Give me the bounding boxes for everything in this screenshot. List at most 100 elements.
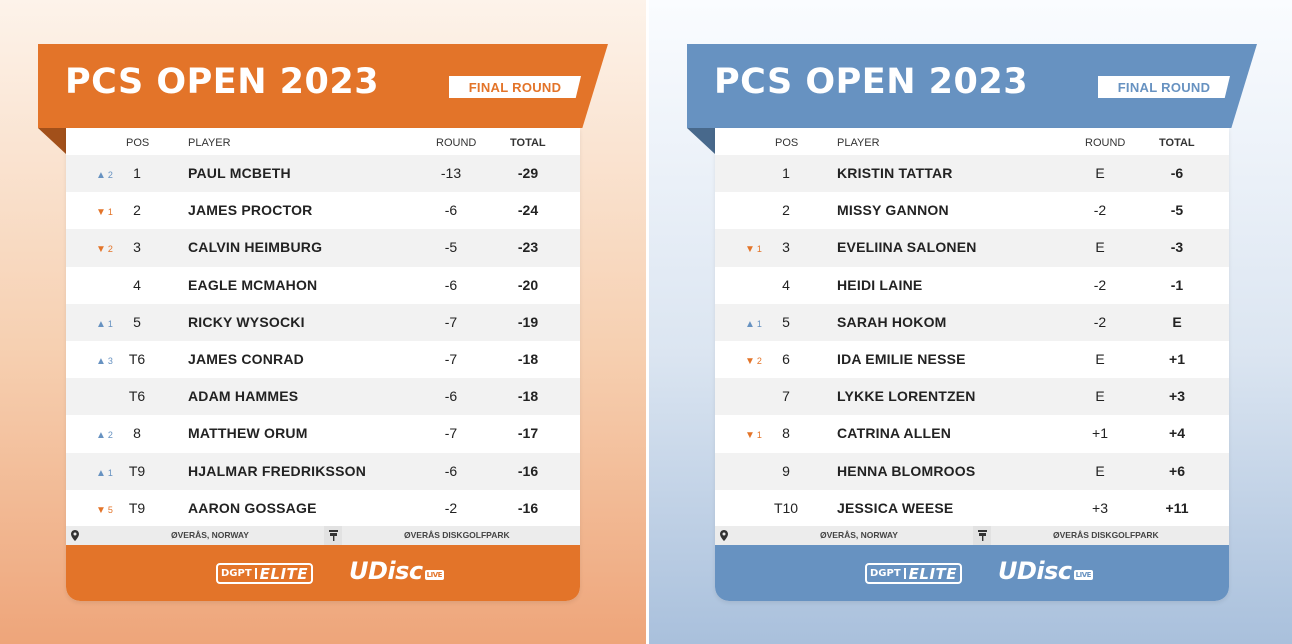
position-change: ▼ 1 [745, 242, 767, 257]
position-change: ▲ 1 [96, 317, 118, 332]
total-score: -29 [517, 165, 539, 181]
round-score: E [1095, 388, 1105, 405]
triangle-down-icon: ▼ [745, 430, 755, 442]
total-score: +3 [1169, 388, 1185, 405]
position-cell: 5 [133, 313, 141, 330]
round-score: -2 [1093, 313, 1107, 330]
total-score: +11 [1165, 499, 1189, 516]
dgpt-elite-logo: DGPT ELITE [216, 563, 314, 584]
triangle-up-icon: ▲ [96, 355, 106, 367]
position-cell: T9 [128, 499, 146, 516]
location-bar: ØVERÅS, NORWAY ØVERÅS DISKGOLFPARK [715, 526, 1229, 545]
round-score: -6 [444, 388, 458, 405]
table-body: 1 KRISTIN TATTAR E -6 2 MISSY GANNON -2 -5 ▼ 1 3 EV… [715, 155, 1229, 527]
position-change: ▼ 5 [96, 503, 118, 518]
table-row: ▲ 2 8 MATTHEW ORUM -7 -17 [66, 415, 580, 452]
round-score: E [1095, 165, 1105, 181]
table-row: ▼ 2 3 CALVIN HEIMBURG -5 -23 [66, 229, 580, 267]
position-cell: T10 [773, 499, 799, 516]
total-score: -18 [517, 388, 539, 405]
position-cell: 7 [782, 388, 790, 405]
triangle-up-icon: ▲ [745, 318, 755, 330]
position-cell: 9 [782, 462, 790, 479]
player-name: JAMES PROCTOR [188, 202, 313, 219]
round-score: -7 [444, 350, 458, 367]
total-score: -17 [517, 425, 539, 442]
player-name: HJALMAR FREDRIKSSON [188, 462, 367, 479]
header-pos: POS [126, 137, 150, 149]
player-name: LYKKE LORENTZEN [837, 388, 976, 405]
triangle-down-icon: ▼ [745, 244, 755, 256]
table-row: ▲ 1 5 RICKY WYSOCKI -7 -19 [66, 303, 580, 341]
player-name: JAMES CONRAD [188, 350, 304, 367]
location-text: ØVERÅS, NORWAY [171, 530, 249, 540]
table-row: ▲ 1 5 SARAH HOKOM -2 E [715, 303, 1229, 341]
table-body: ▲ 2 1 PAUL MCBETH -13 -29 ▼ 1 2 JAMES PROCTOR -6 -2… [66, 155, 580, 527]
position-change: ▲ 2 [96, 168, 118, 183]
table-row: T6 ADAM HAMMES -6 -18 [66, 378, 580, 416]
position-change: ▼ 1 [96, 205, 118, 220]
map-pin-icon [66, 526, 84, 545]
banner-fold [38, 128, 66, 154]
table-row: 4 HEIDI LAINE -2 -1 [715, 267, 1229, 304]
player-name: AARON GOSSAGE [188, 499, 317, 516]
player-name: MISSY GANNON [837, 202, 949, 219]
women-leaderboard-panel: PCS OPEN 2023 FINAL ROUND POS PLAYER ROU… [646, 0, 1292, 644]
round-score: E [1095, 462, 1105, 479]
table-row: 2 MISSY GANNON -2 -5 [715, 192, 1229, 229]
table-row: 1 KRISTIN TATTAR E -6 [715, 155, 1229, 193]
position-change-value: 2 [107, 170, 113, 180]
position-cell: 2 [782, 202, 790, 219]
player-name: EAGLE MCMAHON [188, 276, 318, 293]
course-text: ØVERÅS DISKGOLFPARK [1053, 530, 1159, 540]
header-total: TOTAL [510, 137, 546, 149]
position-cell: 2 [133, 202, 141, 219]
player-name: ADAM HAMMES [188, 388, 299, 405]
header-pos: POS [775, 137, 799, 149]
header-round: ROUND [436, 137, 477, 149]
course-text: ØVERÅS DISKGOLFPARK [404, 530, 510, 540]
total-score: E [1172, 313, 1182, 330]
position-change: ▼ 2 [96, 242, 118, 257]
position-cell: 3 [782, 239, 790, 256]
triangle-down-icon: ▼ [96, 244, 106, 256]
table-row: T10 JESSICA WEESE +3 +11 [715, 490, 1229, 527]
table-row: ▼ 2 6 IDA EMILIE NESSE E +1 [715, 341, 1229, 378]
position-change-value: 3 [107, 355, 113, 366]
position-change-value: 1 [107, 467, 113, 478]
position-cell: T6 [128, 350, 146, 367]
position-change: ▲ 1 [96, 466, 118, 481]
position-cell: T6 [128, 388, 146, 405]
udisc-live-logo: UDisc LIVE [349, 557, 444, 585]
table-header: POS PLAYER ROUND TOTAL [715, 128, 1229, 155]
tournament-title: PCS OPEN 2023 [714, 62, 1029, 102]
player-name: RICKY WYSOCKI [188, 313, 305, 330]
round-score: -6 [444, 462, 458, 479]
total-score: -16 [517, 499, 539, 516]
player-name: EVELIINA SALONEN [837, 239, 977, 256]
player-name: KRISTIN TATTAR [837, 165, 953, 181]
table-row: ▼ 1 2 JAMES PROCTOR -6 -24 [66, 192, 580, 229]
tournament-title: PCS OPEN 2023 [65, 62, 380, 102]
position-cell: 8 [782, 425, 790, 442]
header-player: PLAYER [188, 137, 231, 149]
total-score: +1 [1169, 350, 1185, 367]
position-cell: T9 [128, 462, 146, 479]
header-round: ROUND [1085, 137, 1126, 149]
position-change-value: 2 [107, 430, 113, 441]
player-name: JESSICA WEESE [837, 499, 954, 516]
basket-icon [324, 526, 342, 545]
position-change: ▲ 3 [96, 354, 118, 369]
udisc-live-logo: UDisc LIVE [998, 557, 1093, 585]
round-score: -7 [444, 425, 458, 442]
total-score: -1 [1170, 276, 1184, 293]
header-total: TOTAL [1159, 137, 1195, 149]
position-cell: 4 [133, 276, 141, 293]
position-change: ▼ 1 [745, 428, 767, 443]
round-score: +1 [1092, 425, 1108, 442]
player-name: IDA EMILIE NESSE [837, 350, 966, 367]
round-score: +3 [1092, 499, 1108, 516]
table-row: 7 LYKKE LORENTZEN E +3 [715, 378, 1229, 416]
basket-icon [973, 526, 991, 545]
total-score: -3 [1170, 239, 1184, 256]
